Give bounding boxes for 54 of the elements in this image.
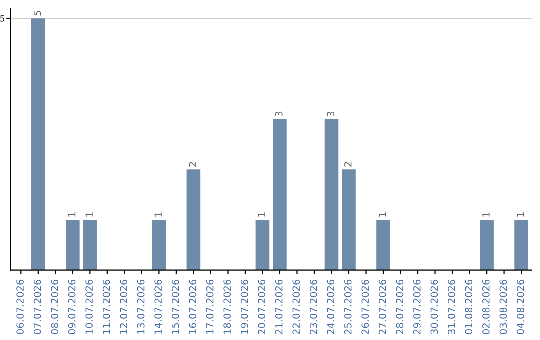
bar bbox=[186, 170, 201, 270]
bar bbox=[342, 170, 356, 270]
x-tick-label: 19.07.2026 bbox=[240, 280, 248, 334]
data-label: 1 bbox=[86, 212, 93, 217]
data-label: 5 bbox=[34, 11, 42, 16]
x-tick-label: 20.07.2026 bbox=[258, 280, 266, 334]
x-tick-label: 18.07.2026 bbox=[224, 280, 232, 334]
x-tick-label: 04.08.2026 bbox=[517, 280, 524, 334]
x-tick-label: 21.07.2026 bbox=[275, 280, 283, 334]
x-tick-label: 01.08.2026 bbox=[465, 280, 473, 334]
x-tick-label: 14.07.2026 bbox=[154, 280, 162, 334]
x-tick-label: 13.07.2026 bbox=[137, 280, 145, 334]
bar bbox=[256, 220, 270, 270]
x-tick-label: 27.07.2026 bbox=[378, 280, 386, 334]
x-tick-label: 03.08.2026 bbox=[500, 280, 508, 334]
data-label: 3 bbox=[275, 112, 283, 117]
data-label: 1 bbox=[68, 212, 76, 217]
data-label: 2 bbox=[344, 162, 352, 167]
x-tick-label: 25.07.2026 bbox=[344, 280, 352, 334]
bar bbox=[66, 220, 80, 270]
x-tick-label: 31.07.2026 bbox=[448, 280, 456, 334]
x-tick-label: 16.07.2026 bbox=[189, 280, 197, 334]
x-tick-label: 29.07.2026 bbox=[413, 280, 421, 334]
x-tick-label: 08.07.2026 bbox=[51, 280, 58, 334]
bar bbox=[152, 220, 166, 270]
bar bbox=[273, 119, 287, 270]
x-tick-label: 15.07.2026 bbox=[172, 280, 180, 334]
data-label: 1 bbox=[517, 212, 524, 217]
bar bbox=[324, 119, 339, 270]
x-tick-label: 07.07.2026 bbox=[34, 280, 42, 334]
bar bbox=[376, 220, 390, 270]
x-tick-label: 24.07.2026 bbox=[327, 280, 335, 334]
x-tick-label: 26.07.2026 bbox=[362, 280, 370, 334]
data-label: 1 bbox=[379, 212, 386, 217]
bar bbox=[514, 220, 528, 270]
data-label: 1 bbox=[482, 212, 490, 217]
x-tick-label: 06.07.2026 bbox=[16, 280, 24, 334]
x-tick-label: 30.07.2026 bbox=[430, 280, 438, 334]
bar bbox=[480, 220, 494, 270]
x-tick-label: 09.07.2026 bbox=[68, 280, 76, 334]
bar bbox=[83, 220, 98, 270]
x-tick-label: 23.07.2026 bbox=[310, 280, 318, 334]
x-tick-label: 02.08.2026 bbox=[482, 280, 490, 334]
data-label: 3 bbox=[327, 112, 335, 117]
bar bbox=[32, 18, 46, 270]
x-tick-label: 10.07.2026 bbox=[86, 280, 93, 334]
x-tick-label: 28.07.2026 bbox=[396, 280, 404, 334]
x-tick-label: 12.07.2026 bbox=[120, 280, 128, 334]
x-tick-label: 17.07.2026 bbox=[206, 280, 214, 334]
x-tick-label: 22.07.2026 bbox=[292, 280, 300, 334]
data-label: 1 bbox=[258, 212, 266, 217]
data-label: 1 bbox=[154, 212, 162, 217]
data-label: 2 bbox=[189, 162, 196, 167]
x-tick-label: 11.07.2026 bbox=[102, 280, 110, 334]
